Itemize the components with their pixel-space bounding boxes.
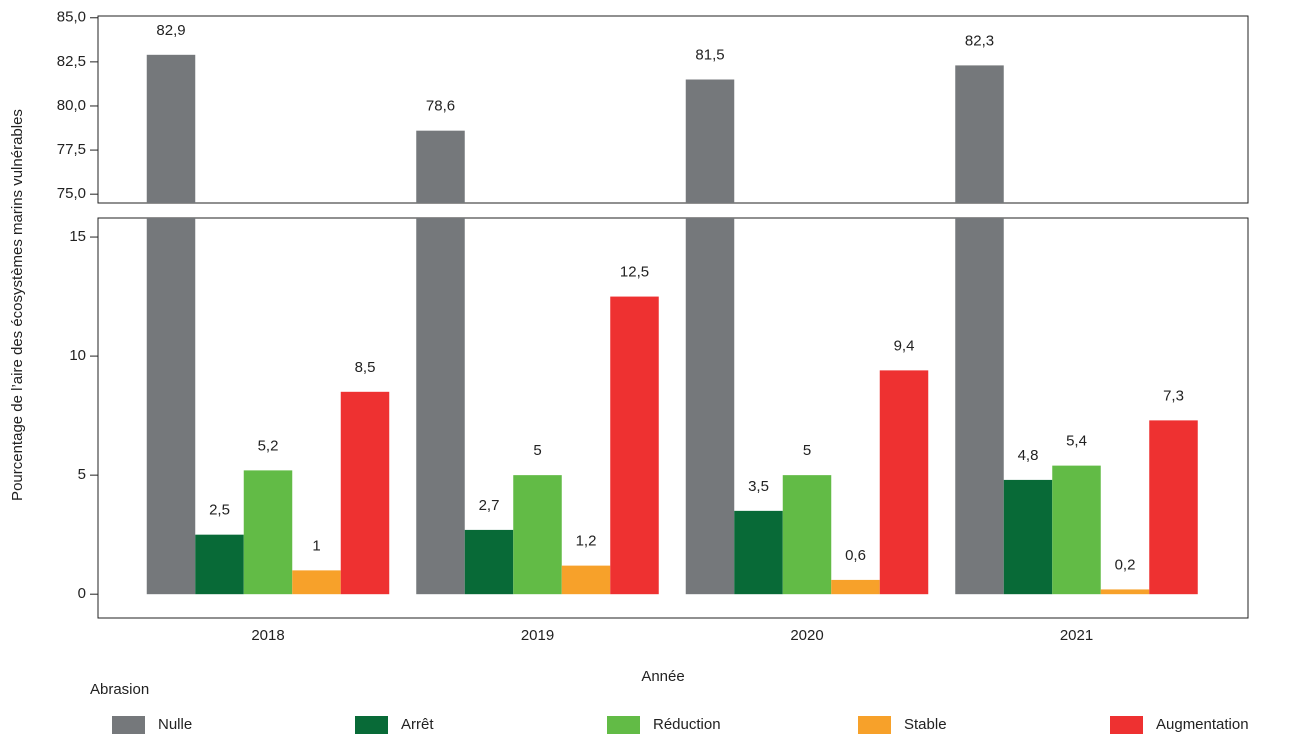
value-label: 2,7	[479, 497, 500, 514]
value-label: 1,2	[576, 533, 597, 550]
bar	[1149, 420, 1198, 595]
bar	[734, 510, 783, 595]
value-label: 0,2	[1115, 556, 1136, 573]
value-label: 82,9	[156, 22, 185, 39]
bar-lower	[416, 218, 465, 595]
legend-swatch	[355, 716, 388, 734]
y-tick-label: 0	[78, 585, 86, 602]
bar-lower	[955, 218, 1004, 595]
bar-upper	[685, 79, 735, 203]
x-tick-label: 2019	[521, 627, 554, 644]
y-tick-label: 5	[78, 466, 86, 483]
upper-panel-frame	[97, 15, 1249, 204]
bar	[464, 529, 514, 595]
bar	[292, 570, 341, 595]
value-label: 5	[533, 442, 541, 459]
value-label: 78,6	[426, 98, 455, 115]
bar	[1052, 465, 1101, 595]
bar	[831, 579, 880, 595]
value-label: 81,5	[695, 46, 724, 63]
bar	[1003, 479, 1053, 595]
bar-lower	[146, 218, 196, 595]
bar	[561, 565, 611, 595]
legend-swatch	[112, 716, 145, 734]
bar	[879, 370, 929, 595]
y-axis-label: Pourcentage de l’aire des écosystèmes ma…	[9, 109, 26, 501]
value-label: 12,5	[620, 264, 649, 281]
y-tick-label: 80,0	[57, 97, 86, 114]
value-label: 82,3	[965, 32, 994, 49]
legend-label: Nulle	[158, 716, 192, 733]
y-tick-label: 10	[69, 347, 86, 364]
bar-upper	[416, 130, 465, 203]
lower-panel-frame	[97, 217, 1249, 619]
legend-swatch	[1110, 716, 1143, 734]
bar-lower	[685, 218, 735, 595]
legend-title: Abrasion	[90, 681, 149, 698]
x-tick-label: 2021	[1060, 627, 1093, 644]
bar	[513, 475, 562, 595]
legend-swatch	[607, 716, 640, 734]
bar	[340, 391, 390, 595]
bar	[1100, 589, 1150, 595]
x-tick-label: 2020	[790, 627, 823, 644]
bar	[782, 475, 832, 595]
x-axis-label: Année	[641, 668, 684, 685]
value-label: 5,2	[258, 437, 279, 454]
bar-upper	[955, 65, 1004, 203]
value-label: 7,3	[1163, 387, 1184, 404]
bar	[195, 534, 244, 595]
value-label: 9,4	[894, 337, 915, 354]
legend-label: Stable	[904, 716, 947, 733]
legend-label: Arrêt	[401, 716, 434, 733]
legend-label: Augmentation	[1156, 716, 1249, 733]
legend-label: Réduction	[653, 716, 721, 733]
y-tick-label: 85,0	[57, 9, 86, 26]
y-tick-label: 82,5	[57, 53, 86, 70]
value-label: 4,8	[1018, 447, 1039, 464]
value-label: 5,4	[1066, 433, 1087, 450]
bar	[610, 296, 659, 595]
bar-upper	[146, 54, 196, 203]
y-tick-label: 77,5	[57, 141, 86, 158]
y-tick-label: 75,0	[57, 185, 86, 202]
value-label: 1	[312, 537, 320, 554]
value-label: 5	[803, 442, 811, 459]
value-label: 3,5	[748, 478, 769, 495]
bar	[243, 470, 293, 595]
value-label: 0,6	[845, 547, 866, 564]
legend-swatch	[858, 716, 891, 734]
y-tick-label: 15	[69, 228, 86, 245]
value-label: 2,5	[209, 502, 230, 519]
value-label: 8,5	[355, 359, 376, 376]
x-tick-label: 2018	[251, 627, 284, 644]
